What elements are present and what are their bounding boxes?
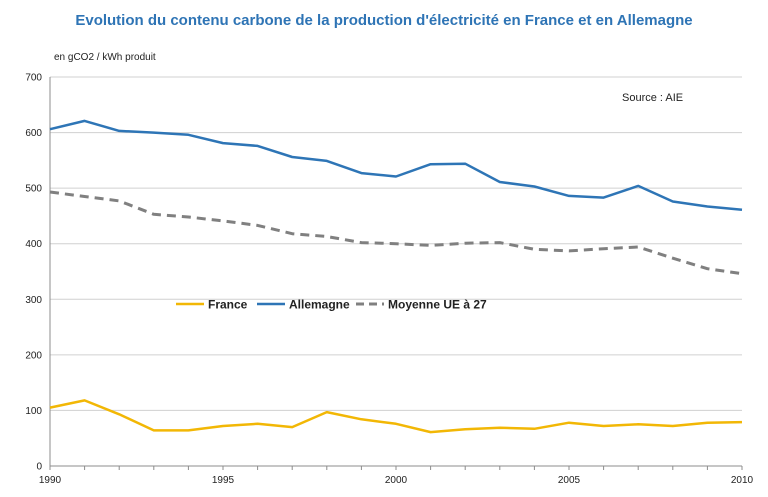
legend-label: Moyenne UE à 27	[388, 298, 487, 312]
y-tick-label: 100	[25, 406, 42, 417]
y-tick-label: 700	[25, 73, 42, 84]
y-tick-label: 400	[25, 239, 42, 250]
y-axis-unit-label: en gCO2 / kWh produit	[54, 52, 156, 63]
x-tick-label: 2010	[731, 475, 754, 486]
x-tick-label: 2005	[558, 475, 581, 486]
series-line-moyenne-ue-27	[49, 190, 743, 276]
y-tick-label: 500	[25, 184, 42, 195]
x-tick-label: 2000	[385, 475, 408, 486]
series-line-france	[49, 399, 743, 434]
y-tick-label: 600	[25, 128, 42, 139]
series-line-allemagne	[49, 119, 743, 212]
legend-label: Allemagne	[289, 298, 350, 312]
chart-title: Evolution du contenu carbone de la produ…	[75, 12, 693, 29]
x-tick-label: 1995	[212, 475, 235, 486]
y-tick-label: 300	[25, 295, 42, 306]
x-tick-label: 1990	[39, 475, 62, 486]
legend-label: France	[208, 298, 248, 312]
y-tick-label: 200	[25, 350, 42, 361]
source-annotation: Source : AIE	[622, 92, 683, 104]
y-tick-label: 0	[36, 462, 42, 473]
